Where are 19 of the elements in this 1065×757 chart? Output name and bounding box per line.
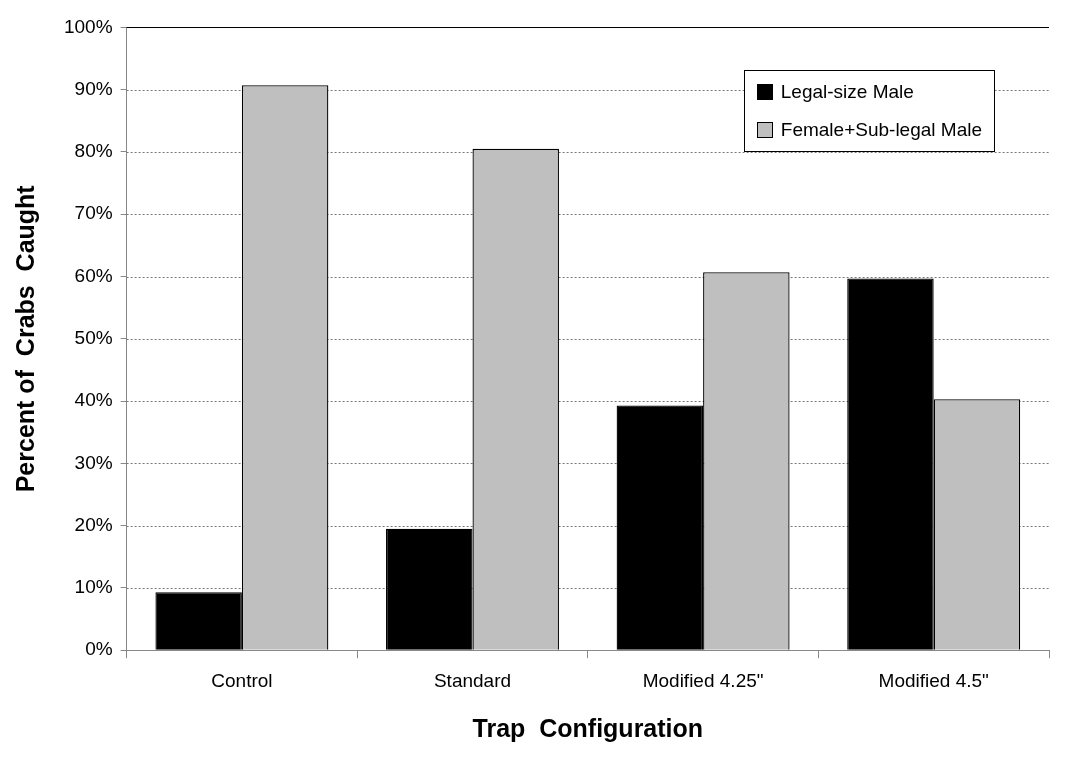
legend-label: Female+Sub-legal Male bbox=[780, 119, 982, 141]
y-tick-label: 60% bbox=[74, 264, 113, 286]
y-tick-label: 80% bbox=[74, 140, 113, 162]
y-tick-label: 10% bbox=[74, 576, 113, 598]
legend-label: Legal-size Male bbox=[780, 81, 914, 103]
y-tick-label: 70% bbox=[74, 202, 113, 224]
x-axis-title: Trap Configuration bbox=[472, 713, 704, 742]
y-tick-label: 90% bbox=[74, 77, 113, 99]
y-tick-label: 20% bbox=[74, 513, 113, 535]
y-tick-label: 40% bbox=[74, 389, 113, 411]
x-tick-label: Modified 4.25" bbox=[642, 669, 764, 691]
y-tick-label: 100% bbox=[63, 15, 113, 37]
y-tick-label: 50% bbox=[74, 327, 113, 349]
x-tick-label: Control bbox=[211, 669, 273, 691]
x-tick-label: Standard bbox=[433, 669, 512, 691]
x-tick-label: Modified 4.5" bbox=[878, 669, 989, 691]
y-axis-title: Percent of Crabs Caught bbox=[10, 184, 39, 493]
y-tick-label: 30% bbox=[74, 451, 113, 473]
y-tick-label: 0% bbox=[85, 638, 113, 660]
